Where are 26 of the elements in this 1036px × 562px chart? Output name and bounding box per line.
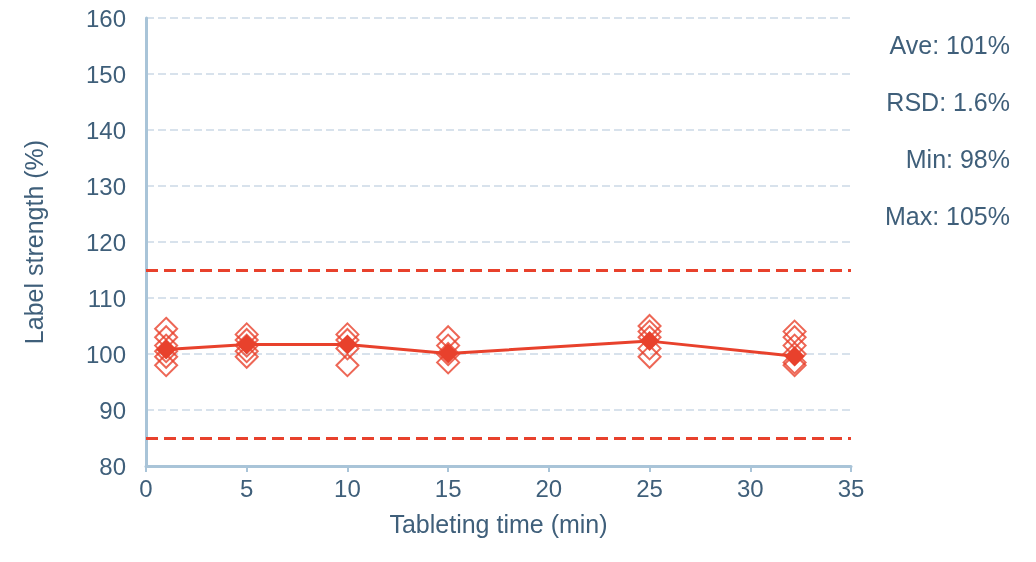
text: Min: 98% [905,144,1011,173]
y-tick-label: 160 [85,4,126,32]
x-tick-label: 20 [535,474,563,502]
point [639,331,660,352]
x-tick-label: 35 [837,474,865,502]
y-tick-label: 140 [85,116,126,144]
y-axis-title: Label strength (%) [19,139,48,345]
text: RSD: 1.6% [886,87,1011,116]
point [335,353,360,378]
x-tick-label: 5 [240,474,254,502]
y-tick-label: 130 [85,172,126,200]
y-tick-label: 90 [99,396,126,424]
point [337,334,358,355]
y-tick-label: 100 [85,340,126,368]
y-tick-label: 120 [85,228,126,256]
x-tick-label: 0 [139,474,153,502]
text: Ave: 101% [889,30,1011,59]
y-tick-label: 80 [99,452,126,480]
x-axis-title: Tableting time (min) [389,509,608,538]
y-tick-label: 150 [85,60,126,88]
x-tick-label: 15 [434,474,462,502]
x-tick-label: 30 [736,474,764,502]
x-tick-label: 25 [636,474,663,502]
text: Max: 105% [884,201,1010,230]
y-tick-label: 110 [87,284,126,312]
x-tick-label: 10 [334,474,361,502]
